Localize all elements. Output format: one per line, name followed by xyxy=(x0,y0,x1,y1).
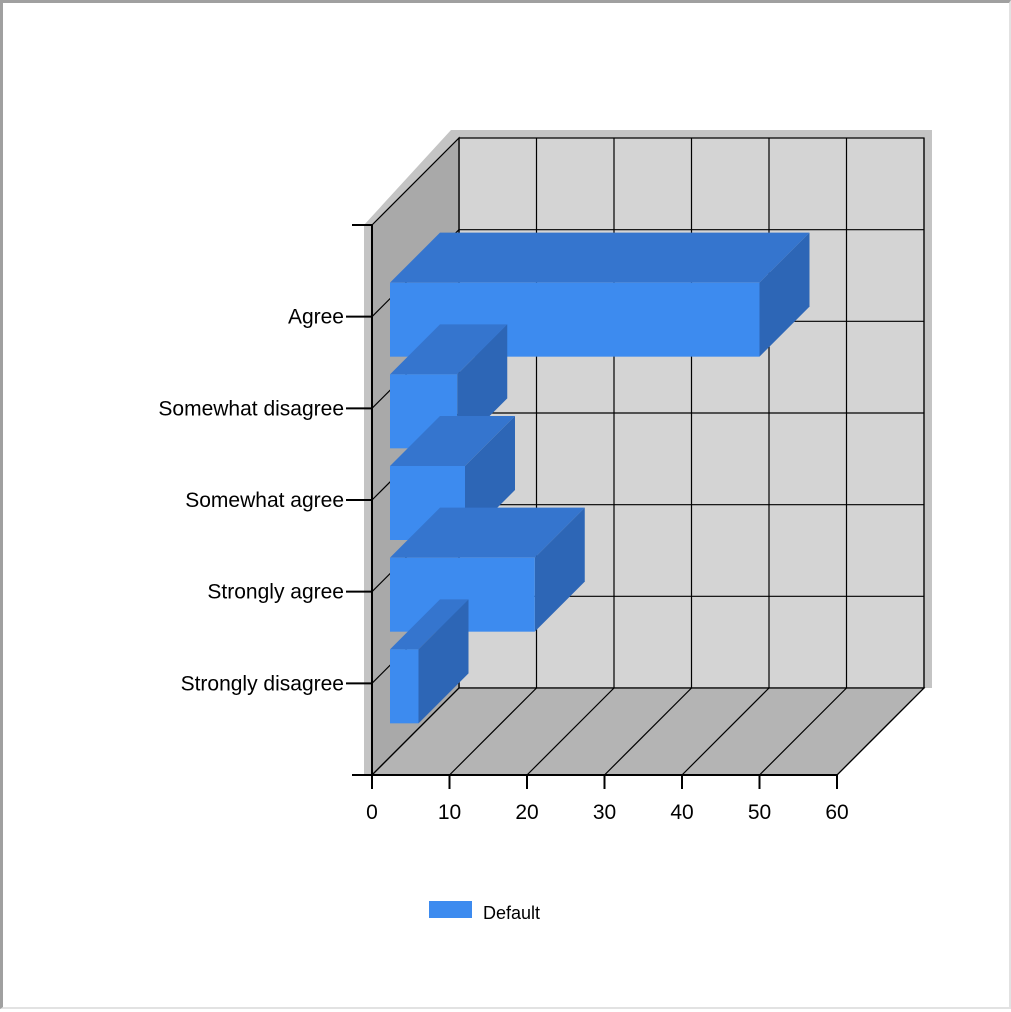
category-label: Somewhat agree xyxy=(185,489,344,512)
category-labels: Strongly disagree Strongly agree Somewhat … xyxy=(158,306,344,696)
category-label: Strongly disagree xyxy=(181,672,344,695)
gridline-floor xyxy=(449,687,537,776)
x-tick-label: 20 xyxy=(515,801,538,824)
x-tick-label: 50 xyxy=(748,801,771,824)
x-tick-label: 0 xyxy=(366,801,378,824)
bar xyxy=(390,599,469,724)
category-label: Strongly agree xyxy=(207,581,344,604)
x-tick-label: 40 xyxy=(670,801,693,824)
gridline-floor xyxy=(526,687,615,776)
legend-swatch xyxy=(429,901,472,918)
x-tick-label: 30 xyxy=(593,801,616,824)
bar-side-face xyxy=(759,232,810,357)
x-tick-label: 60 xyxy=(825,801,848,824)
gridline-floor xyxy=(681,687,770,776)
bar-side-face xyxy=(534,507,585,632)
category-label: Agree xyxy=(288,306,344,329)
bar-top-face xyxy=(390,416,515,466)
bar-front-face xyxy=(390,649,419,724)
gridline-floor xyxy=(604,687,692,776)
x-tick-label: 10 xyxy=(438,801,461,824)
gridline-floor xyxy=(759,687,847,776)
legend: Default xyxy=(429,901,540,923)
legend-label: Default xyxy=(483,903,540,923)
bar-side-face xyxy=(418,599,469,724)
axes xyxy=(346,224,838,789)
bar-top-face xyxy=(390,599,469,650)
bar-chart: Strongly disagree Strongly agree Somewhat … xyxy=(158,130,932,923)
bar-top-face xyxy=(390,324,508,375)
x-tick-labels: 0 10 20 30 40 50 60 xyxy=(366,801,849,824)
category-label: Somewhat disagree xyxy=(158,397,344,420)
gridline-floor xyxy=(836,687,925,776)
bar-top-face xyxy=(390,507,585,558)
bar-top-face xyxy=(390,232,810,283)
gridline-floor xyxy=(371,687,460,776)
bars xyxy=(390,232,810,724)
